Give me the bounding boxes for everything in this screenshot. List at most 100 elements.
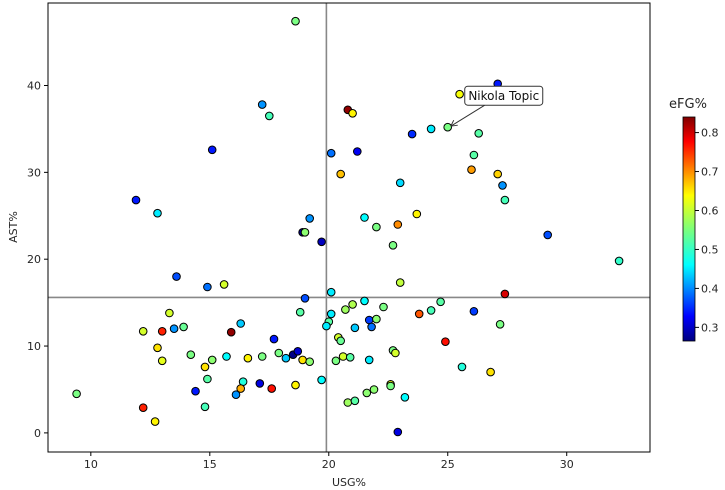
data-point bbox=[369, 385, 379, 394]
y-tick-label: 10 bbox=[27, 340, 41, 353]
data-point bbox=[191, 386, 200, 396]
y-tick-label: 0 bbox=[34, 427, 41, 440]
colorbar: eFG% 0.3 0.4 0.5 0.6 0.7 0.8 bbox=[669, 97, 719, 342]
data-point bbox=[153, 208, 162, 218]
data-point bbox=[348, 300, 357, 309]
data-point bbox=[317, 237, 326, 247]
data-point bbox=[341, 305, 350, 314]
data-point bbox=[455, 89, 464, 99]
data-point bbox=[393, 427, 403, 437]
data-point bbox=[236, 384, 245, 393]
data-point bbox=[322, 321, 331, 331]
data-point bbox=[298, 355, 307, 365]
x-tick-label: 30 bbox=[560, 458, 574, 471]
data-point bbox=[338, 352, 348, 361]
data-point bbox=[360, 213, 369, 222]
colorbar-title: eFG% bbox=[669, 97, 707, 112]
data-point bbox=[388, 241, 398, 250]
data-point bbox=[281, 353, 291, 363]
plot-area bbox=[48, 3, 650, 452]
data-point bbox=[219, 280, 229, 289]
data-point bbox=[614, 256, 624, 266]
data-point bbox=[414, 309, 424, 319]
data-point bbox=[343, 398, 353, 407]
data-point bbox=[391, 348, 400, 358]
data-point bbox=[336, 169, 346, 179]
colorbar-tick-label: 0.3 bbox=[701, 321, 719, 334]
data-point bbox=[131, 195, 141, 205]
data-point bbox=[331, 356, 341, 366]
data-point bbox=[362, 388, 372, 398]
data-point bbox=[486, 367, 495, 377]
data-point bbox=[236, 319, 245, 328]
data-point bbox=[495, 320, 505, 329]
data-point bbox=[257, 352, 267, 361]
colorbar-tick-label: 0.4 bbox=[701, 282, 719, 295]
data-point bbox=[353, 147, 362, 156]
data-point bbox=[243, 353, 253, 363]
data-point bbox=[367, 322, 376, 332]
data-point bbox=[293, 347, 303, 356]
data-point bbox=[379, 302, 388, 312]
x-axis-ticks: 10 15 20 25 30 bbox=[84, 452, 574, 471]
data-point bbox=[372, 314, 381, 324]
y-axis-ticks: 0 10 20 30 40 bbox=[27, 80, 48, 440]
y-tick-label: 30 bbox=[27, 166, 41, 179]
data-point bbox=[364, 355, 374, 365]
data-point bbox=[498, 181, 507, 190]
data-point bbox=[493, 169, 503, 179]
colorbar-tick-label: 0.8 bbox=[701, 127, 719, 140]
data-point bbox=[345, 353, 355, 362]
data-point bbox=[231, 390, 241, 400]
data-point bbox=[436, 297, 445, 307]
annotation-arrow bbox=[450, 104, 486, 127]
data-point bbox=[326, 287, 336, 297]
data-point bbox=[500, 289, 510, 299]
data-point bbox=[150, 417, 160, 426]
data-point bbox=[395, 178, 405, 188]
data-point bbox=[179, 322, 188, 332]
data-point bbox=[336, 336, 346, 346]
annotation-label: Nikola Topic bbox=[468, 89, 539, 103]
data-point bbox=[169, 324, 179, 334]
data-point bbox=[274, 348, 284, 358]
colorbar-tick-label: 0.7 bbox=[701, 166, 719, 179]
y-axis-label: AST% bbox=[7, 211, 20, 243]
data-point bbox=[474, 129, 484, 138]
reference-lines bbox=[48, 3, 650, 452]
annotation-box bbox=[464, 85, 544, 106]
data-point bbox=[200, 402, 210, 412]
x-axis-label: USG% bbox=[332, 476, 366, 489]
colorbar-tick-label: 0.5 bbox=[701, 243, 719, 256]
data-point bbox=[393, 220, 403, 229]
data-point bbox=[226, 327, 236, 337]
annotation-nikola-topic: Nikola Topic bbox=[450, 85, 544, 127]
data-point bbox=[500, 195, 510, 205]
data-point bbox=[317, 375, 326, 385]
data-point bbox=[360, 296, 369, 306]
x-tick-label: 10 bbox=[84, 458, 98, 471]
data-point bbox=[203, 282, 212, 292]
y-tick-label: 40 bbox=[27, 80, 41, 93]
data-point bbox=[443, 122, 453, 132]
data-point bbox=[386, 381, 395, 391]
data-point bbox=[326, 148, 336, 158]
data-point bbox=[350, 323, 360, 333]
data-point bbox=[291, 380, 300, 390]
data-point bbox=[291, 16, 300, 26]
data-point bbox=[157, 356, 167, 366]
data-point bbox=[207, 355, 217, 365]
data-point bbox=[348, 109, 357, 118]
data-point bbox=[295, 307, 305, 317]
x-tick-label: 15 bbox=[203, 458, 217, 471]
data-point bbox=[457, 362, 467, 372]
data-point bbox=[326, 309, 336, 319]
data-point bbox=[350, 396, 360, 406]
data-point bbox=[157, 327, 167, 336]
data-point bbox=[426, 306, 436, 315]
data-point bbox=[265, 111, 274, 121]
data-point bbox=[267, 384, 277, 393]
data-point bbox=[222, 352, 231, 361]
colorbar-gradient bbox=[682, 116, 696, 342]
data-point bbox=[138, 403, 148, 413]
